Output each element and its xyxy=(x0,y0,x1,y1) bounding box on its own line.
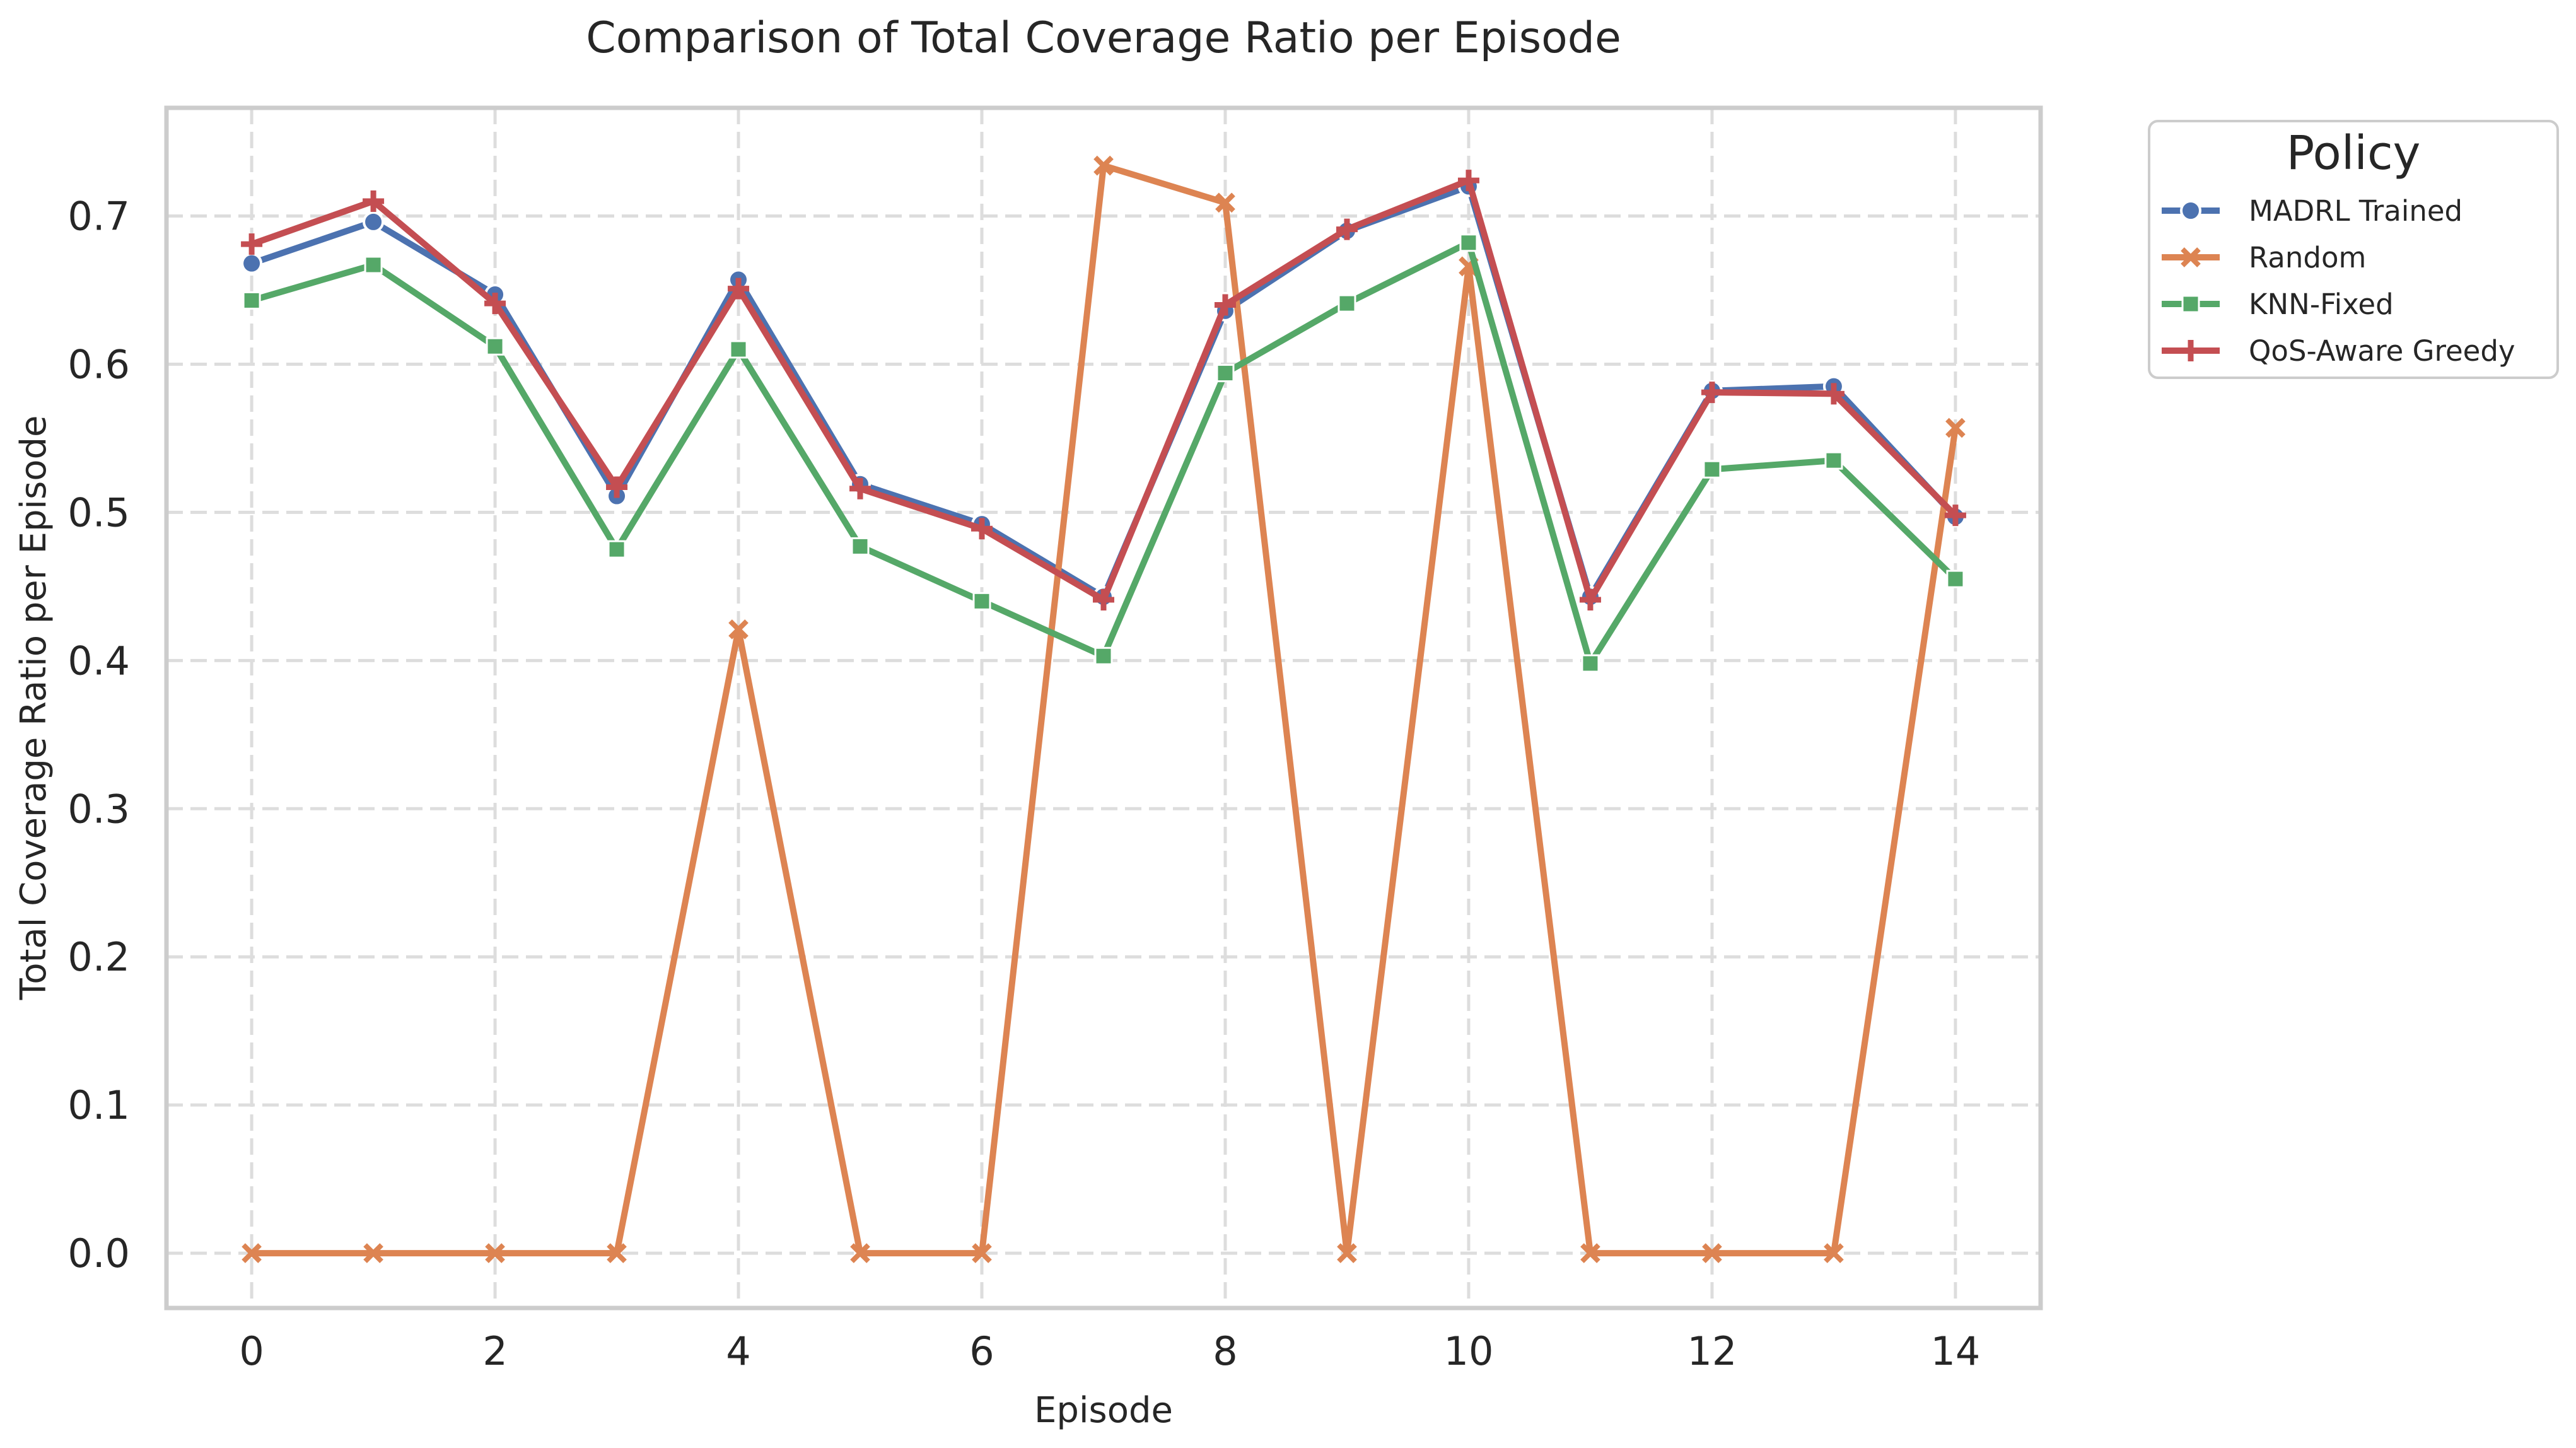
data-point xyxy=(1094,646,1113,665)
series-random xyxy=(242,155,1966,1263)
grid-lines xyxy=(166,108,2041,1308)
data-point xyxy=(241,233,263,255)
legend-marker xyxy=(2181,295,2200,313)
y-tick-label: 0.2 xyxy=(67,934,130,980)
data-point xyxy=(1093,588,1114,610)
legend-label: Random xyxy=(2249,241,2366,274)
data-point xyxy=(1946,569,1965,588)
data-point xyxy=(1824,1243,1844,1263)
data-point xyxy=(1093,155,1114,176)
data-point xyxy=(486,337,504,356)
x-tick-label: 0 xyxy=(239,1328,264,1374)
legend-item: MADRL Trained xyxy=(2162,194,2462,228)
data-point xyxy=(1336,218,1358,240)
data-point xyxy=(1945,417,1966,438)
legend-items: MADRL Trained Random KNN-Fixed QoS-Aware Gr… xyxy=(2162,194,2515,368)
series-knn-fixed xyxy=(242,233,1965,673)
data-point xyxy=(972,592,991,610)
series-group xyxy=(241,155,1966,1263)
x-tick-label: 14 xyxy=(1930,1328,1980,1374)
data-point xyxy=(1580,1243,1600,1263)
data-point xyxy=(1822,383,1845,405)
data-point xyxy=(242,1243,262,1263)
data-point xyxy=(1579,588,1601,610)
data-point xyxy=(1944,505,1966,527)
legend-label: MADRL Trained xyxy=(2249,194,2462,228)
data-point xyxy=(1215,192,1235,213)
legend-item: KNN-Fixed xyxy=(2162,288,2394,321)
data-point xyxy=(972,1243,992,1263)
data-point xyxy=(971,518,993,540)
data-point xyxy=(729,340,748,359)
legend-item: QoS-Aware Greedy xyxy=(2162,334,2515,368)
y-tick-label: 0.7 xyxy=(67,194,130,240)
data-point xyxy=(607,1243,627,1263)
data-point xyxy=(849,477,871,499)
data-point xyxy=(728,619,749,639)
data-point xyxy=(850,1243,870,1263)
x-axis-label: Episode xyxy=(1034,1390,1173,1431)
legend-marker xyxy=(2180,200,2201,221)
legend-label: KNN-Fixed xyxy=(2249,288,2394,321)
series-line xyxy=(252,162,1959,1257)
data-point xyxy=(1337,1243,1357,1263)
data-point xyxy=(851,537,870,556)
data-point xyxy=(363,190,385,213)
y-tick-label: 0.1 xyxy=(67,1082,130,1128)
series-qos-aware-greedy xyxy=(241,170,1966,610)
y-tick-label: 0.0 xyxy=(67,1230,130,1276)
data-point xyxy=(606,476,628,498)
data-point xyxy=(607,540,626,559)
legend-marker xyxy=(2180,340,2201,361)
y-tick-label: 0.3 xyxy=(67,786,130,832)
y-tick-label: 0.4 xyxy=(67,638,130,684)
data-point xyxy=(1703,460,1722,479)
data-point xyxy=(1214,294,1236,316)
x-axis-ticks: 0 2 4 6 8 10 12 14 xyxy=(239,1328,1980,1374)
plot-area-frame xyxy=(164,105,2043,1311)
y-tick-label: 0.6 xyxy=(67,341,130,387)
chart-title: Comparison of Total Coverage Ratio per E… xyxy=(586,13,1621,63)
data-point xyxy=(1459,233,1478,252)
legend-title: Policy xyxy=(2287,126,2421,180)
data-point xyxy=(363,1243,383,1263)
legend-marker xyxy=(2181,247,2201,267)
x-tick-label: 6 xyxy=(969,1328,994,1374)
data-point xyxy=(1824,451,1843,470)
data-point xyxy=(484,293,506,315)
legend-label: QoS-Aware Greedy xyxy=(2249,334,2515,368)
y-axis-ticks: 0.0 0.1 0.2 0.3 0.4 0.5 0.6 0.7 xyxy=(67,194,130,1277)
data-point xyxy=(242,291,261,310)
data-point xyxy=(1581,654,1600,673)
x-tick-label: 12 xyxy=(1687,1328,1737,1374)
data-point xyxy=(241,252,263,274)
data-point xyxy=(363,211,385,233)
y-axis-label: Total Coverage Ratio per Episode xyxy=(13,415,54,1000)
data-point xyxy=(485,1243,505,1263)
data-point xyxy=(1701,382,1723,404)
series-line xyxy=(250,177,1958,603)
y-tick-label: 0.5 xyxy=(67,489,130,535)
legend-box xyxy=(2148,120,2559,379)
x-tick-label: 10 xyxy=(1444,1328,1494,1374)
data-point xyxy=(1338,294,1356,313)
data-point xyxy=(364,255,383,274)
series-line xyxy=(250,183,1958,600)
data-point xyxy=(1216,364,1235,383)
x-tick-label: 8 xyxy=(1213,1328,1237,1374)
data-point xyxy=(728,277,750,300)
legend-item: Random xyxy=(2162,241,2366,274)
x-tick-label: 4 xyxy=(726,1328,750,1374)
legend: Policy MADRL Trained Random KNN-Fixed QoS-A… xyxy=(2148,120,2559,379)
x-tick-label: 2 xyxy=(482,1328,507,1374)
data-point xyxy=(1457,170,1479,192)
data-point xyxy=(1702,1243,1722,1263)
